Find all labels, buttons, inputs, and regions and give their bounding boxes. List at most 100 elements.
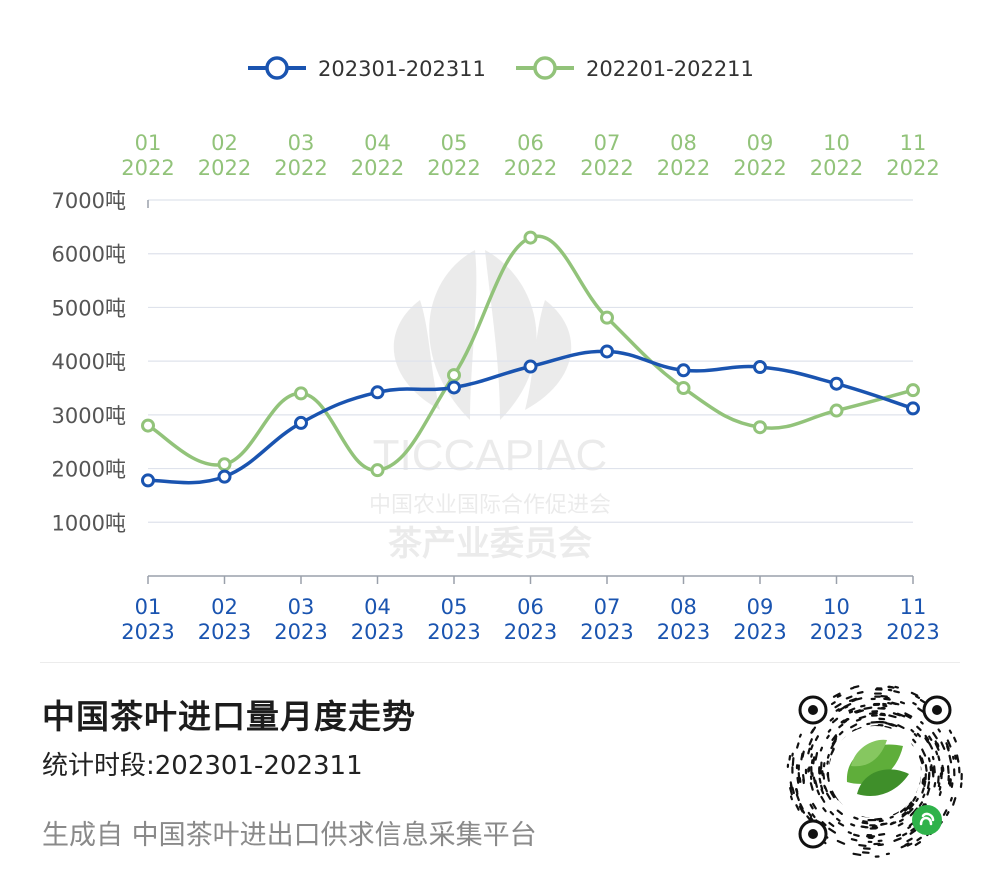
- qr-dot: [826, 753, 830, 759]
- x-top-year-label: 2022: [351, 156, 404, 180]
- qr-dot: [858, 715, 867, 720]
- qr-dot: [809, 816, 814, 821]
- qr-dot: [948, 754, 953, 764]
- qr-dot: [814, 752, 819, 761]
- qr-dot: [848, 710, 854, 714]
- x-top-year-label: 2022: [733, 156, 786, 180]
- qr-dot: [921, 787, 925, 794]
- qr-dot: [835, 708, 840, 712]
- x-bottom-year-label: 2023: [580, 620, 633, 644]
- qr-dot: [906, 803, 912, 809]
- qr-dot: [898, 818, 904, 823]
- watermark-line1: 中国农业国际合作促进会: [369, 493, 611, 518]
- qr-dot: [909, 809, 917, 817]
- qr-dot: [894, 685, 899, 689]
- qr-dot: [856, 691, 864, 695]
- qr-dot: [933, 765, 936, 774]
- qr-dot: [807, 747, 811, 755]
- mini-program-icon: [912, 805, 942, 835]
- qr-dot: [909, 829, 917, 835]
- qr-dot: [840, 717, 849, 724]
- x-bottom-month-label: 10: [823, 595, 850, 619]
- qr-dot: [823, 784, 827, 789]
- data-point: [447, 380, 461, 395]
- qr-dot: [791, 757, 795, 767]
- x-bottom-year-label: 2023: [274, 620, 327, 644]
- qr-dot: [949, 796, 953, 802]
- data-point: [753, 360, 767, 375]
- y-tick-label: 6000吨: [52, 243, 126, 267]
- x-bottom-year-label: 2023: [504, 620, 557, 644]
- qr-dot: [843, 703, 852, 709]
- x-bottom-month-label: 04: [364, 595, 391, 619]
- qr-dot: [811, 813, 816, 819]
- legend[interactable]: 202301-202311 202201-202211: [248, 56, 754, 81]
- qr-dot: [853, 816, 859, 820]
- watermark-line2: 茶产业委员会: [388, 524, 592, 564]
- qr-dot: [956, 754, 960, 763]
- qr-dot: [924, 764, 928, 772]
- qr-dot: [810, 728, 815, 734]
- x-top-month-label: 04: [364, 131, 391, 155]
- qr-dot: [819, 746, 824, 752]
- qr-dot: [934, 740, 940, 748]
- qr-dot: [954, 754, 957, 760]
- qr-dot: [950, 782, 954, 788]
- qr-dot: [845, 695, 853, 700]
- qr-dot: [914, 807, 919, 812]
- qr-dot: [828, 821, 835, 828]
- qr-dot: [789, 795, 794, 801]
- qr-dot: [829, 810, 835, 816]
- qr-dot: [889, 815, 894, 819]
- qr-dot: [835, 817, 841, 822]
- data-point: [906, 401, 920, 416]
- x-top-year-label: 2022: [504, 156, 557, 180]
- x-top-month-label: 08: [670, 131, 697, 155]
- qr-dot: [812, 756, 816, 765]
- x-top-month-label: 11: [900, 131, 927, 155]
- qr-dot: [908, 801, 913, 806]
- qr-dot: [910, 728, 915, 733]
- qr-code[interactable]: [785, 682, 965, 862]
- qr-finder-center: [932, 705, 942, 715]
- qr-dot: [893, 837, 902, 842]
- qr-dot: [927, 757, 931, 763]
- qr-dot: [850, 838, 858, 842]
- qr-dot: [937, 755, 941, 762]
- qr-dot: [888, 714, 897, 719]
- qr-dot: [852, 685, 860, 689]
- x-bottom-year-label: 2023: [810, 620, 863, 644]
- y-tick-label: 2000吨: [52, 458, 126, 482]
- qr-dot: [809, 782, 814, 791]
- data-point: [447, 368, 461, 383]
- qr-dot: [940, 741, 946, 750]
- legend-label: 202201-202211: [586, 57, 754, 81]
- qr-dot: [789, 784, 793, 790]
- y-tick-label: 4000吨: [52, 350, 126, 374]
- qr-dot: [863, 706, 873, 710]
- data-point: [370, 385, 385, 400]
- qr-dot: [919, 698, 926, 704]
- data-point: [217, 457, 232, 472]
- qr-dot: [937, 728, 941, 733]
- x-top-month-label: 07: [594, 131, 621, 155]
- x-bottom-month-label: 05: [441, 595, 468, 619]
- x-axis-bottom: 0120230220230320230420230520230620230720…: [121, 595, 939, 644]
- qr-dot: [922, 779, 926, 786]
- qr-dot: [908, 803, 915, 810]
- qr-dot: [837, 821, 845, 827]
- x-top-year-label: 2022: [886, 156, 939, 180]
- qr-dot: [913, 733, 918, 737]
- qr-dot: [918, 801, 924, 807]
- x-bottom-month-label: 09: [747, 595, 774, 619]
- qr-dot: [833, 735, 838, 740]
- data-point: [676, 381, 691, 395]
- qr-dot: [812, 776, 817, 785]
- x-top-month-label: 06: [517, 131, 544, 155]
- data-point: [829, 376, 844, 391]
- x-top-year-label: 2022: [121, 156, 174, 180]
- qr-dot: [892, 712, 902, 717]
- qr-dot: [933, 781, 937, 788]
- qr-dot: [910, 827, 916, 832]
- qr-dot: [850, 723, 858, 729]
